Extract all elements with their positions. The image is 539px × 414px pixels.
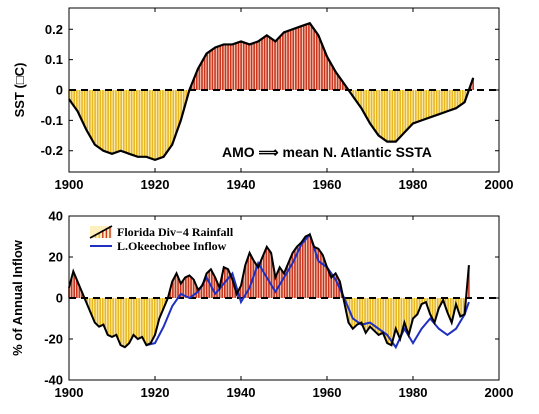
positive-fill bbox=[69, 23, 474, 90]
legend-swatch-rainfall bbox=[89, 225, 113, 239]
x-tick-label: 1920 bbox=[141, 385, 170, 400]
legend-swatch-line bbox=[89, 225, 113, 239]
x-tick-label: 1920 bbox=[141, 177, 170, 192]
y-tick-label: 0 bbox=[56, 83, 63, 98]
x-tick-label: 1900 bbox=[55, 385, 84, 400]
sst-x-axis: 1900 1920 1940 1960 1980 2000 bbox=[55, 8, 514, 192]
chart-sst-amo: 1900 1920 1940 1960 1980 2000 -0.2 -0.1 0 0.1 0.2… bbox=[12, 7, 514, 192]
x-tick-label: 1940 bbox=[227, 177, 256, 192]
legend-label-inflow: L.Okeechobee Inflow bbox=[117, 239, 227, 253]
y-tick-label: -40 bbox=[44, 373, 63, 388]
negative-fill bbox=[69, 298, 469, 348]
y-tick-label: 0 bbox=[56, 291, 63, 306]
y-tick-label: -20 bbox=[44, 332, 63, 347]
sst-y-axis-label: SST (□C) bbox=[12, 63, 27, 118]
y-tick-label: 20 bbox=[49, 250, 63, 265]
x-tick-label: 1940 bbox=[227, 385, 256, 400]
x-tick-label: 2000 bbox=[485, 177, 514, 192]
sst-y-axis: -0.2 -0.1 0 0.1 0.2 bbox=[41, 22, 499, 158]
inflow-y-axis: -40 -20 0 20 40 bbox=[44, 209, 499, 388]
y-tick-label: 0.2 bbox=[45, 22, 63, 37]
chart-inflow: 1900 1920 1940 1960 1980 2000 -40 -20 0 20 40 % o… bbox=[10, 209, 513, 401]
sst-fill-area bbox=[68, 23, 475, 160]
legend-label-rainfall: Florida Div−4 Rainfall bbox=[117, 225, 234, 239]
x-tick-label: 1980 bbox=[399, 177, 428, 192]
amo-annotation: AMO ⟹ mean N. Atlantic SSTA bbox=[222, 144, 432, 160]
y-tick-label: 40 bbox=[49, 209, 63, 224]
y-tick-label: -0.1 bbox=[41, 113, 63, 128]
inflow-x-axis: 1900 1920 1940 1960 1980 2000 bbox=[55, 216, 514, 400]
sst-series-line bbox=[68, 21, 475, 162]
x-tick-label: 1980 bbox=[399, 385, 428, 400]
x-tick-label: 1960 bbox=[313, 177, 342, 192]
x-tick-label: 1900 bbox=[55, 177, 84, 192]
y-tick-label: -0.2 bbox=[41, 143, 63, 158]
x-tick-label: 1960 bbox=[313, 385, 342, 400]
legend: Florida Div−4 Rainfall L.Okeechobee Infl… bbox=[89, 225, 234, 253]
y-tick-label: 0.1 bbox=[45, 52, 63, 67]
inflow-y-axis-label: % of Annual Inflow bbox=[10, 239, 25, 356]
x-tick-label: 2000 bbox=[485, 385, 514, 400]
rainfall-series-line bbox=[68, 233, 470, 349]
